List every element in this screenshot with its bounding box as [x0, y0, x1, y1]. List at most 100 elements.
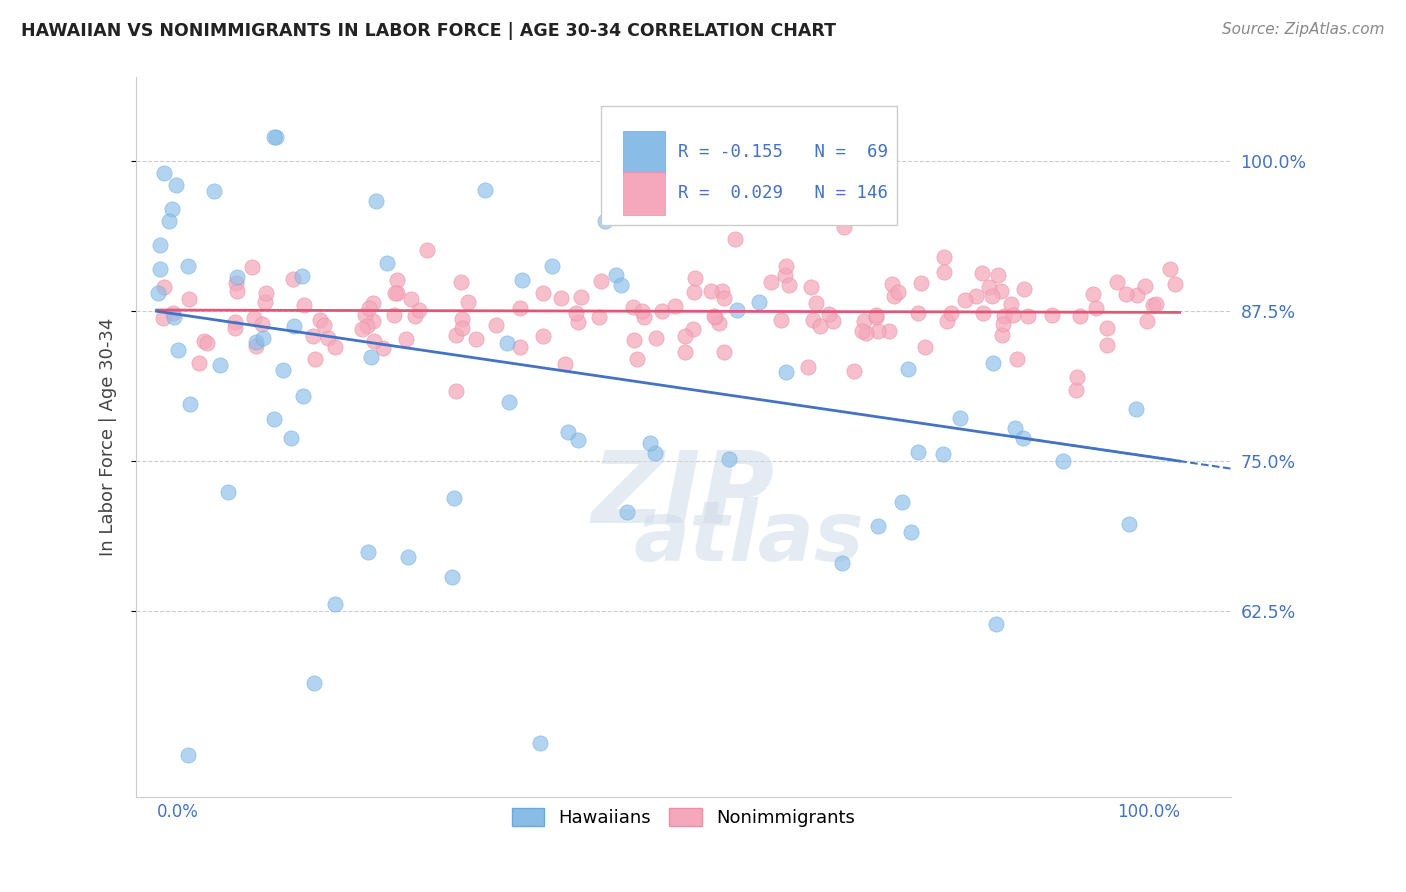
Point: [1017, 309, 1039, 323]
Point: [202, 184, 225, 198]
Point: [1118, 517, 1140, 532]
Point: [773, 268, 796, 282]
Point: [821, 314, 844, 328]
Point: [866, 518, 889, 533]
Point: [366, 194, 388, 208]
Point: [149, 262, 172, 277]
Point: [179, 397, 201, 411]
Point: [225, 269, 247, 284]
FancyBboxPatch shape: [602, 106, 897, 225]
Point: [1159, 262, 1181, 277]
Point: [897, 362, 920, 376]
Point: [770, 313, 793, 327]
Point: [664, 299, 686, 313]
Point: [801, 313, 824, 327]
Point: [152, 280, 174, 294]
Point: [498, 395, 520, 409]
Point: [1081, 286, 1104, 301]
Point: [149, 238, 172, 252]
Point: [626, 352, 648, 367]
Point: [610, 277, 633, 292]
Point: [865, 308, 887, 322]
Point: [831, 556, 853, 570]
Point: [991, 327, 1014, 342]
Point: [304, 352, 326, 367]
Point: [225, 276, 247, 290]
Point: [395, 332, 418, 346]
Point: [1085, 301, 1108, 315]
Point: [800, 279, 823, 293]
Text: R =  0.029   N = 146: R = 0.029 N = 146: [678, 185, 889, 202]
Point: [465, 332, 488, 346]
Point: [263, 130, 285, 145]
Point: [1107, 275, 1129, 289]
Text: R = -0.155   N =  69: R = -0.155 N = 69: [678, 144, 889, 161]
Point: [163, 310, 186, 325]
Point: [704, 310, 727, 324]
Point: [748, 294, 770, 309]
Point: [987, 268, 1010, 282]
Point: [283, 318, 305, 333]
Point: [939, 305, 962, 319]
Point: [567, 315, 589, 329]
Point: [1095, 338, 1118, 352]
Point: [446, 384, 468, 399]
Point: [1012, 431, 1035, 445]
Point: [252, 331, 274, 345]
Point: [309, 313, 332, 327]
Point: [373, 341, 395, 355]
Point: [350, 322, 373, 336]
Text: 100.0%: 100.0%: [1116, 803, 1180, 821]
Point: [363, 334, 385, 349]
Point: [177, 293, 200, 307]
Point: [970, 267, 993, 281]
Text: 0.0%: 0.0%: [156, 803, 198, 821]
Point: [290, 268, 312, 283]
Point: [651, 304, 673, 318]
Point: [1014, 282, 1036, 296]
Point: [713, 345, 735, 359]
Point: [991, 318, 1014, 332]
Point: [1064, 383, 1087, 397]
Point: [162, 306, 184, 320]
Point: [529, 736, 551, 750]
Point: [531, 286, 554, 301]
Bar: [623, 130, 665, 174]
Point: [254, 286, 277, 301]
Point: [387, 285, 409, 300]
Point: [689, 153, 711, 167]
Point: [852, 313, 875, 327]
Point: [382, 308, 405, 322]
Point: [588, 310, 610, 324]
Point: [936, 314, 959, 328]
Point: [153, 166, 176, 180]
Point: [1142, 298, 1164, 312]
Point: [1000, 296, 1022, 310]
Point: [631, 304, 654, 318]
Point: [291, 389, 314, 403]
Point: [188, 356, 211, 370]
Point: [605, 268, 627, 282]
Point: [934, 264, 956, 278]
Point: [217, 484, 239, 499]
Point: [1125, 287, 1147, 301]
Point: [243, 310, 266, 325]
Point: [932, 250, 955, 264]
Point: [984, 616, 1007, 631]
Point: [385, 273, 408, 287]
Point: [703, 309, 725, 323]
Point: [356, 318, 378, 333]
Point: [880, 277, 903, 291]
Point: [877, 324, 900, 338]
Point: [224, 315, 246, 329]
Point: [281, 272, 304, 286]
Point: [557, 425, 579, 439]
Point: [855, 326, 877, 340]
Point: [685, 270, 707, 285]
Point: [593, 214, 616, 228]
Point: [273, 363, 295, 377]
Point: [589, 274, 612, 288]
Text: ZIP: ZIP: [592, 446, 775, 543]
Point: [834, 220, 856, 235]
Point: [361, 314, 384, 328]
